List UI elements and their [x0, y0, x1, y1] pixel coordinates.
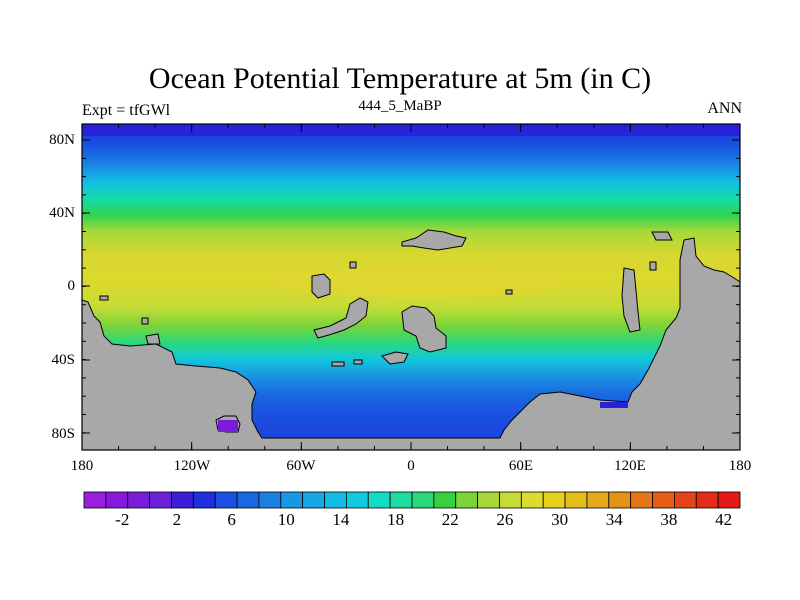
colorbar-box: [236, 491, 260, 509]
colorbar-label: 18: [387, 510, 405, 529]
colorbar-box: [127, 491, 150, 509]
colorbar-box: [674, 491, 697, 509]
lon-label-0: 0: [407, 458, 415, 474]
lon-label-120w: 120W: [173, 458, 211, 474]
colorbar-box: [652, 491, 675, 509]
colorbar-box: [367, 491, 391, 509]
colorbar-box: [455, 491, 479, 509]
colorbar: [83, 491, 741, 509]
land-island-7: [145, 333, 161, 345]
land-island-4: [313, 297, 369, 339]
lon-label-60w: 60W: [286, 458, 316, 474]
cold-spot-east: [600, 402, 628, 408]
map-title: Ocean Potential Temperature at 5m (in C): [148, 62, 652, 95]
colorbar-box: [192, 491, 216, 509]
colorbar-box: [695, 491, 719, 509]
lon-label-180e: 180: [728, 458, 752, 474]
colorbar-box: [477, 491, 500, 509]
warm-pool: [270, 266, 570, 298]
colorbar-label: 14: [332, 510, 350, 529]
colorbar-box: [630, 491, 653, 509]
colorbar-box: [345, 491, 369, 509]
colorbar-label: 34: [605, 510, 623, 529]
lon-label-180w: 180: [70, 458, 94, 474]
land-islet-4: [99, 295, 109, 301]
colorbar-box: [171, 491, 194, 509]
lon-label-60e: 60E: [508, 458, 534, 474]
colorbar-box: [542, 491, 566, 509]
land-islet-2: [349, 261, 357, 269]
colorbar-box: [564, 491, 588, 509]
colorbar-box: [258, 491, 282, 509]
land-island-5: [621, 267, 641, 333]
colorbar-box: [105, 491, 129, 509]
colorbar-label: 30: [551, 510, 569, 529]
colorbar-label: 10: [277, 510, 295, 529]
colorbar-box: [324, 491, 347, 509]
experiment-label: Expt = tfGWl: [82, 102, 171, 119]
colorbar-box: [499, 491, 522, 509]
colorbar-label: 42: [715, 510, 733, 529]
colorbar-box: [389, 491, 413, 509]
land-island-8: [651, 231, 673, 241]
colorbar-box: [149, 491, 172, 509]
lon-label-120e: 120E: [614, 458, 646, 474]
colorbar-box: [717, 491, 741, 509]
colorbar-label: 26: [496, 510, 514, 529]
colorbar-box: [433, 491, 457, 509]
land-island-2: [401, 229, 467, 251]
colorbar-box: [411, 491, 435, 509]
colorbar-box: [280, 491, 304, 509]
colorbar-label: 22: [441, 510, 459, 529]
land-islet-3: [141, 317, 149, 325]
lat-label-80s: 80S: [51, 426, 75, 442]
lat-label-80n: 80N: [49, 132, 75, 148]
colorbar-box: [586, 491, 610, 509]
land-island-3: [401, 305, 447, 353]
colorbar-box: [302, 491, 325, 509]
period-label: 444_5_MaBP: [358, 98, 442, 114]
land-island-6: [381, 351, 409, 365]
cold-spot-antarctic: [218, 420, 238, 432]
lat-label-40n: 40N: [49, 205, 75, 221]
colorbar-box: [520, 491, 544, 509]
lat-label-40s: 40S: [51, 352, 75, 368]
colorbar-box: [608, 491, 632, 509]
land-island-1: [311, 273, 331, 299]
colorbar-label: -2: [115, 510, 130, 529]
land-islet-6: [353, 359, 363, 365]
land-islet-7: [649, 261, 657, 271]
colorbar-label: 38: [660, 510, 678, 529]
land-islet-1: [331, 361, 345, 367]
colorbar-box: [83, 491, 107, 509]
colorbar-label: 6: [227, 510, 236, 529]
lat-label-0: 0: [67, 278, 76, 294]
colorbar-box: [214, 491, 238, 509]
land-islet-5: [505, 289, 513, 295]
season-label: ANN: [707, 100, 742, 117]
colorbar-label: 2: [172, 510, 182, 529]
land-western-continent: [81, 237, 741, 451]
